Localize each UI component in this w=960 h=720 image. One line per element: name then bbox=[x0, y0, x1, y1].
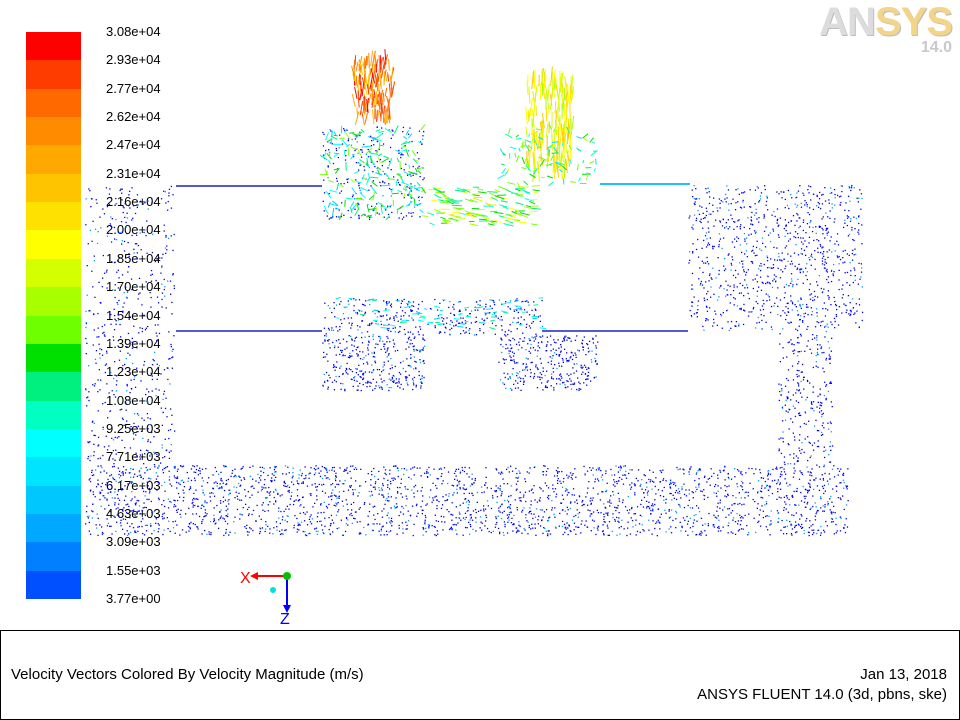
axis-triad: X Z bbox=[240, 570, 291, 628]
plot-date: Jan 13, 2018 bbox=[860, 666, 947, 683]
legend-swatch bbox=[26, 315, 81, 345]
legend-label: 2.00e+04 bbox=[106, 222, 161, 238]
legend-swatch bbox=[26, 60, 81, 90]
graphics-viewport[interactable]: 3.08e+04 2.93e+04 2.77e+04 2.62e+04 2.47e+04… bbox=[0, 0, 960, 630]
legend-swatch bbox=[26, 202, 81, 231]
legend-swatch bbox=[26, 32, 81, 61]
legend-label: 2.16e+04 bbox=[106, 194, 161, 210]
triad-y-dot bbox=[270, 587, 276, 593]
x-axis-arrowhead bbox=[250, 572, 258, 580]
solver-info: ANSYS FLUENT 14.0 (3d, pbns, ske) bbox=[697, 686, 947, 703]
legend-swatch bbox=[26, 485, 81, 515]
legend-label: 1.55e+03 bbox=[106, 562, 161, 578]
legend-swatch bbox=[26, 428, 81, 458]
legend-label: 1.54e+04 bbox=[106, 307, 161, 323]
legend-label: 7.71e+03 bbox=[106, 449, 161, 465]
plot-title: Velocity Vectors Colored By Velocity Mag… bbox=[11, 666, 364, 683]
legend-swatch bbox=[26, 457, 81, 487]
legend-label: 9.25e+03 bbox=[106, 420, 161, 436]
legend-label: 3.09e+03 bbox=[106, 534, 161, 550]
legend-swatch bbox=[26, 542, 81, 572]
legend-swatch bbox=[26, 400, 81, 430]
legend-swatch bbox=[26, 372, 81, 402]
legend-swatch bbox=[26, 88, 81, 118]
legend-label: 1.23e+04 bbox=[106, 364, 161, 380]
vector-field-low-velocity bbox=[85, 126, 864, 537]
ansys-logo: ANSYS 14.0 bbox=[819, 0, 953, 56]
legend-label: 2.77e+04 bbox=[106, 80, 161, 96]
x-axis-label: X bbox=[240, 570, 251, 587]
legend-label: 3.08e+04 bbox=[106, 24, 161, 39]
z-axis-label: Z bbox=[280, 611, 290, 628]
legend-label: 2.47e+04 bbox=[106, 137, 161, 153]
legend-swatch bbox=[26, 117, 81, 146]
vector-field-jets bbox=[176, 49, 690, 332]
legend-label: 4.63e+03 bbox=[106, 505, 161, 521]
color-legend: 3.08e+04 2.93e+04 2.77e+04 2.62e+04 2.47e+04… bbox=[0, 0, 200, 620]
plot-footer: Velocity Vectors Colored By Velocity Mag… bbox=[0, 630, 960, 720]
legend-label: 1.85e+04 bbox=[106, 250, 161, 266]
legend-label: 2.93e+04 bbox=[106, 52, 161, 68]
velocity-vector-plot: X Z bbox=[85, 49, 864, 628]
legend-swatch bbox=[26, 230, 81, 260]
legend-label: 3.77e+00 bbox=[106, 591, 161, 606]
legend-label: 1.08e+04 bbox=[106, 392, 161, 408]
legend-swatch bbox=[26, 173, 81, 203]
legend-label: 1.39e+04 bbox=[106, 335, 161, 351]
legend-swatch bbox=[26, 570, 81, 600]
z-axis-arrowhead bbox=[283, 605, 291, 613]
legend-swatch bbox=[26, 513, 81, 543]
legend-swatch bbox=[26, 343, 81, 373]
legend-swatch bbox=[26, 258, 81, 288]
legend-swatch bbox=[26, 145, 81, 175]
legend-label: 1.70e+04 bbox=[106, 279, 161, 295]
legend-label: 2.31e+04 bbox=[106, 165, 161, 181]
triad-origin bbox=[283, 572, 291, 580]
legend-label: 2.62e+04 bbox=[106, 109, 161, 125]
legend-swatch bbox=[26, 287, 81, 316]
